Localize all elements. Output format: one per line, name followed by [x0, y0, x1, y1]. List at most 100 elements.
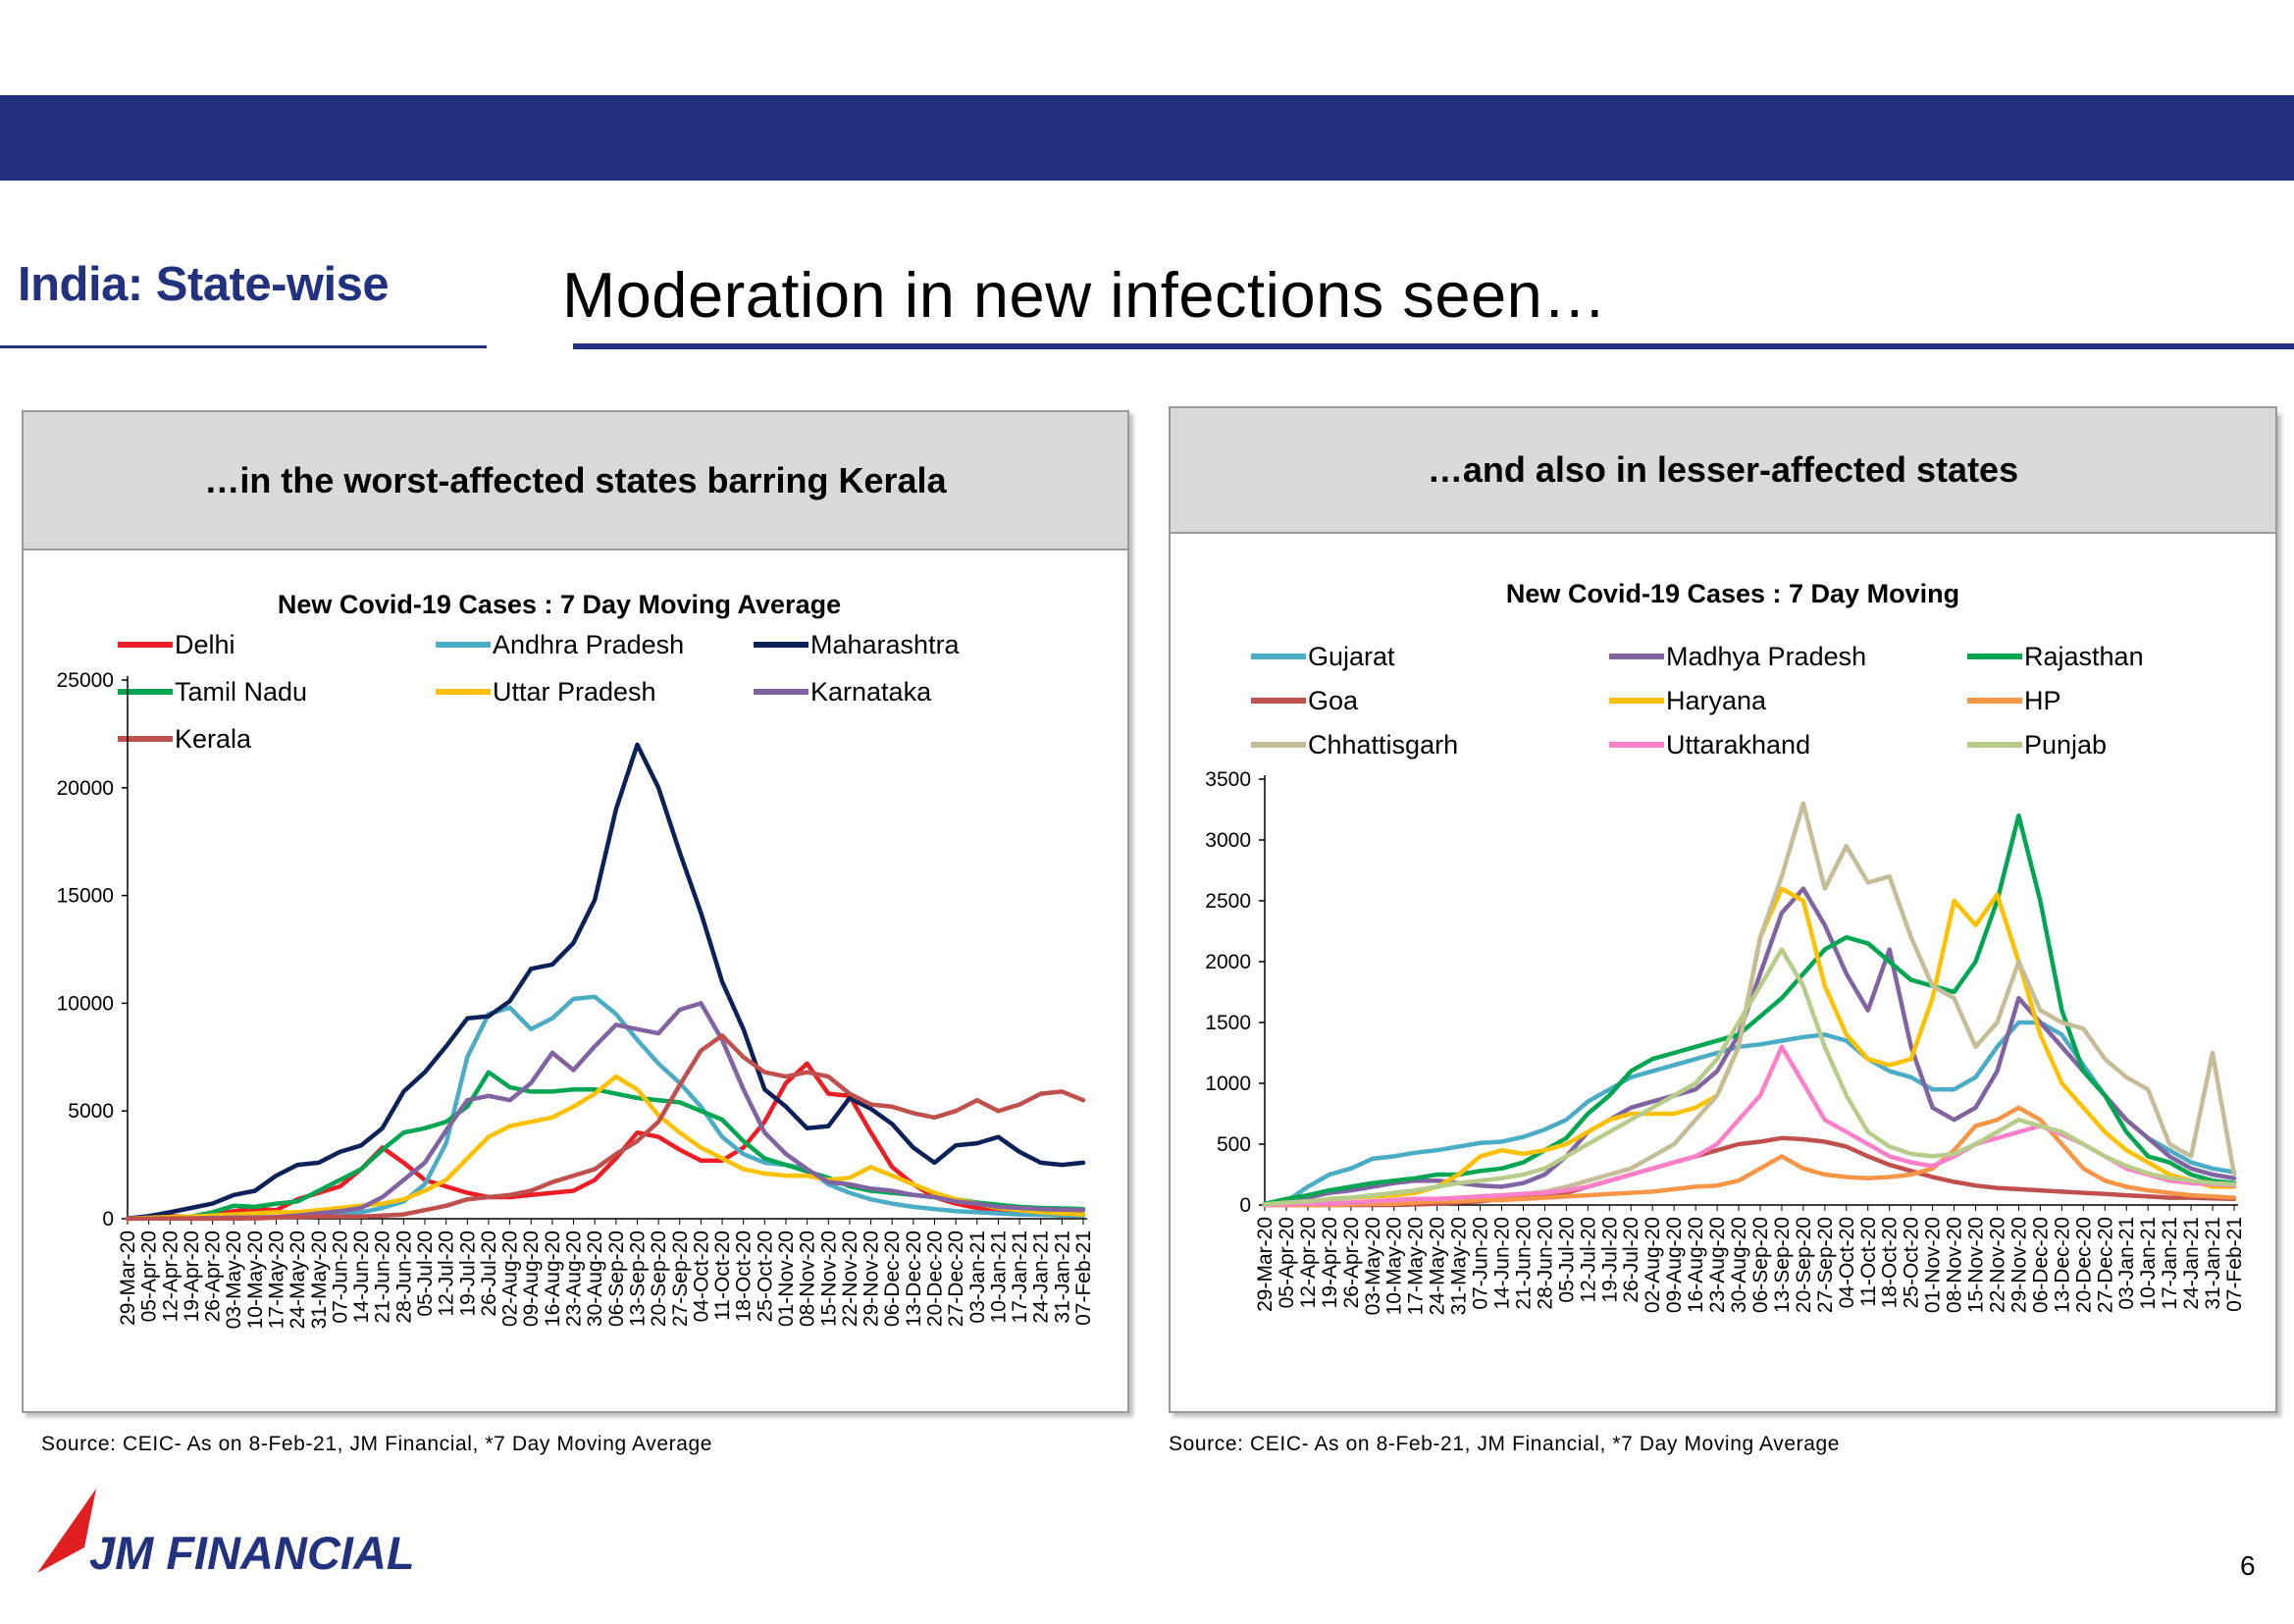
left-y-tick-label: 25000	[57, 669, 114, 692]
right-legend-label: Goa	[1308, 686, 1359, 715]
right-x-tick-label: 19-Jul-20	[1598, 1217, 1621, 1303]
right-x-tick-label: 11-Oct-20	[1857, 1217, 1880, 1307]
right-x-tick-label: 06-Dec-20	[2029, 1217, 2052, 1313]
logo-text: JM FINANCIAL	[89, 1527, 415, 1579]
page-number: 6	[2240, 1550, 2256, 1581]
right-chart-panel	[1169, 410, 2277, 1413]
right-x-tick-label: 18-Oct-20	[1879, 1217, 1902, 1308]
left-x-tick-label: 10-May-20	[244, 1231, 267, 1329]
left-x-tick-label: 13-Dec-20	[903, 1231, 925, 1327]
left-x-tick-label: 19-Apr-20	[181, 1231, 203, 1322]
left-series-maharashtra	[125, 742, 1086, 1221]
right-legend-label: HP	[2024, 686, 2061, 715]
left-x-tick-label: 03-May-20	[223, 1231, 245, 1329]
right-series-rajasthan	[1262, 812, 2237, 1207]
right-y-tick-label: 2500	[1205, 890, 1251, 913]
right-x-tick-label: 12-Jul-20	[1577, 1217, 1599, 1303]
left-x-tick-label: 29-Mar-20	[117, 1231, 139, 1326]
section-label: India: State-wise	[18, 258, 390, 311]
right-x-tick-label: 03-May-20	[1362, 1217, 1384, 1315]
left-x-tick-label: 23-Aug-20	[563, 1231, 586, 1327]
left-y-tick-label: 10000	[57, 992, 114, 1015]
left-legend-label: Tamil Nadu	[175, 677, 307, 707]
right-legend-label: Chhattisgarh	[1308, 730, 1458, 760]
right-x-tick-label: 26-Jul-20	[1620, 1217, 1642, 1303]
left-y-tick-label: 0	[102, 1208, 114, 1231]
right-x-tick-label: 26-Apr-20	[1340, 1217, 1363, 1308]
right-x-tick-label: 01-Nov-20	[1922, 1217, 1945, 1313]
left-x-tick-label: 31-May-20	[308, 1231, 331, 1329]
left-legend-label: Andhra Pradesh	[493, 630, 684, 659]
left-x-tick-label: 09-Aug-20	[520, 1231, 543, 1327]
right-x-tick-label: 20-Sep-20	[1793, 1217, 1815, 1313]
right-panel-heading: …and also in lesser-affected states	[1169, 406, 2277, 534]
right-x-tick-label: 03-Jan-21	[2115, 1217, 2138, 1310]
right-y-tick-label: 3500	[1205, 768, 1251, 791]
left-x-tick-label: 05-Apr-20	[138, 1231, 161, 1322]
right-x-tick-label: 07-Feb-21	[2223, 1217, 2246, 1312]
left-x-tick-label: 06-Dec-20	[881, 1231, 904, 1327]
right-x-tick-label: 19-Apr-20	[1319, 1217, 1341, 1308]
left-chart: New Covid-19 Cases : 7 Day Moving Averag…	[57, 590, 1095, 1329]
right-y-tick-label: 3000	[1205, 829, 1251, 852]
left-x-tick-label: 27-Dec-20	[945, 1231, 967, 1327]
right-legend-label: Gujarat	[1308, 642, 1395, 671]
left-x-tick-label: 17-Jan-21	[1009, 1231, 1031, 1324]
right-x-tick-label: 15-Nov-20	[1965, 1217, 1988, 1313]
right-x-tick-label: 16-Aug-20	[1685, 1217, 1707, 1313]
right-x-tick-label: 20-Dec-20	[2072, 1217, 2095, 1313]
left-series-uttar-pradesh	[125, 1074, 1086, 1222]
right-x-tick-label: 09-Aug-20	[1663, 1217, 1686, 1313]
left-x-tick-label: 14-Jun-20	[350, 1231, 373, 1324]
left-legend-label: Karnataka	[810, 677, 932, 707]
left-series-karnataka	[125, 1001, 1086, 1222]
right-x-tick-label: 12-Apr-20	[1297, 1217, 1320, 1308]
left-panel-heading: …in the worst-affected states barring Ke…	[22, 410, 1129, 550]
left-series-andhra-pradesh	[125, 994, 1086, 1222]
right-legend-label: Madhya Pradesh	[1666, 642, 1866, 671]
left-x-tick-label: 16-Aug-20	[542, 1231, 564, 1327]
left-x-tick-label: 11-Oct-20	[711, 1231, 734, 1321]
right-x-tick-label: 02-Aug-20	[1642, 1217, 1664, 1313]
left-series-kerala	[125, 1033, 1086, 1222]
right-x-tick-label: 25-Oct-20	[1901, 1217, 1923, 1308]
left-x-tick-label: 20-Dec-20	[923, 1231, 946, 1327]
left-y-tick-label: 5000	[68, 1100, 114, 1123]
left-legend-label: Delhi	[175, 630, 235, 659]
left-x-tick-label: 19-Jul-20	[456, 1231, 479, 1317]
left-x-tick-label: 20-Sep-20	[648, 1231, 670, 1327]
right-x-tick-label: 30-Aug-20	[1728, 1217, 1750, 1313]
left-x-tick-label: 04-Oct-20	[690, 1231, 712, 1322]
section-underline	[0, 345, 487, 348]
left-x-tick-label: 12-Jul-20	[436, 1231, 458, 1317]
page-title: Moderation in new infections seen…	[562, 259, 1607, 331]
right-y-tick-label: 500	[1217, 1133, 1251, 1156]
header-band	[0, 95, 2294, 181]
left-legend-label: Kerala	[175, 724, 252, 754]
left-y-tick-label: 20000	[57, 777, 114, 800]
right-x-tick-label: 06-Sep-20	[1749, 1217, 1772, 1313]
left-source-note: Source: CEIC- As on 8-Feb-21, JM Financi…	[41, 1433, 713, 1455]
left-x-tick-label: 25-Oct-20	[754, 1231, 776, 1322]
right-x-tick-label: 14-Jun-20	[1491, 1217, 1514, 1310]
left-x-tick-label: 06-Sep-20	[605, 1231, 628, 1327]
right-x-tick-label: 27-Dec-20	[2094, 1217, 2116, 1313]
right-x-tick-label: 27-Sep-20	[1814, 1217, 1837, 1313]
title-underline	[573, 343, 2294, 349]
right-y-tick-label: 1000	[1205, 1073, 1251, 1095]
left-x-tick-label: 07-Feb-21	[1072, 1231, 1095, 1326]
left-x-tick-label: 03-Jan-21	[966, 1231, 989, 1324]
right-legend-label: Rajasthan	[2024, 642, 2144, 671]
right-x-tick-label: 05-Jul-20	[1555, 1217, 1578, 1303]
right-x-tick-label: 10-Jan-21	[2137, 1217, 2160, 1310]
left-x-tick-label: 10-Jan-21	[987, 1231, 1010, 1324]
left-x-tick-label: 31-Jan-21	[1051, 1231, 1073, 1324]
right-x-tick-label: 08-Nov-20	[1944, 1217, 1966, 1313]
right-x-tick-label: 13-Sep-20	[1771, 1217, 1794, 1313]
jm-logo-icon	[37, 1489, 96, 1573]
right-series-punjab	[1262, 947, 2237, 1207]
right-series-gujarat	[1262, 1020, 2237, 1207]
left-x-tick-label: 27-Sep-20	[669, 1231, 692, 1327]
left-x-tick-label: 12-Apr-20	[159, 1231, 182, 1322]
right-source-note: Source: CEIC- As on 8-Feb-21, JM Financi…	[1169, 1433, 1841, 1455]
